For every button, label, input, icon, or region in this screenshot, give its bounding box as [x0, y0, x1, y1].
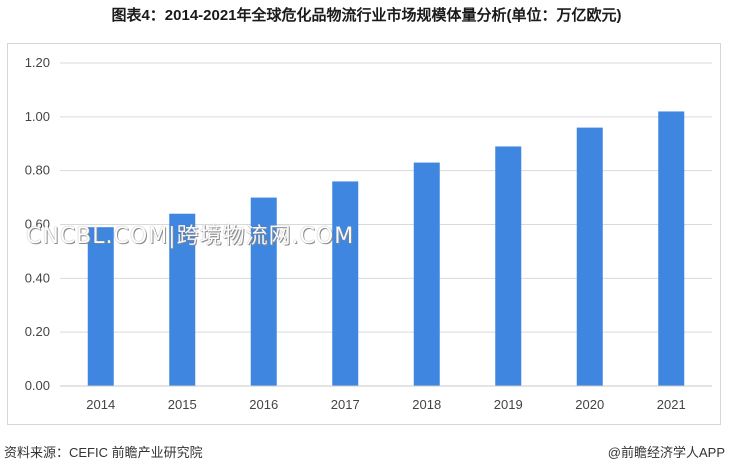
- x-tick-label: 2019: [494, 397, 523, 412]
- bar-2019: [495, 146, 522, 386]
- x-tick-label: 2020: [575, 397, 604, 412]
- y-tick-label: 0.80: [25, 163, 50, 178]
- bar-2014: [87, 227, 114, 386]
- x-tick-label: 2015: [168, 397, 197, 412]
- x-tick-label: 2017: [331, 397, 360, 412]
- bar-2017: [332, 181, 359, 386]
- bar-2018: [413, 162, 440, 386]
- x-tick-label: 2021: [657, 397, 686, 412]
- bar-2016: [250, 197, 277, 386]
- y-tick-label: 1.00: [25, 109, 50, 124]
- y-tick-label: 0.60: [25, 217, 50, 232]
- bar-2015: [169, 213, 196, 386]
- x-tick-label: 2016: [249, 397, 278, 412]
- y-tick-label: 0.00: [25, 378, 50, 393]
- bar-chart: 0.00 0.20 0.40 0.60 0.80 1.00 1.20 2014 2015 2016…: [25, 55, 712, 412]
- chart-frame: 0.00 0.20 0.40 0.60 0.80 1.00 1.20 2014 2015 2016…: [7, 43, 721, 425]
- y-tick-label: 0.40: [25, 270, 50, 285]
- bar-2020: [576, 127, 603, 386]
- bar-2021: [658, 111, 685, 386]
- y-tick-label: 1.20: [25, 55, 50, 70]
- source-note: 资料来源：CEFIC 前瞻产业研究院: [4, 445, 203, 460]
- y-tick-label: 0.20: [25, 324, 50, 339]
- x-tick-label: 2018: [412, 397, 441, 412]
- brand-label: @前瞻经济学人APP: [607, 445, 725, 460]
- chart-title: 图表4：2014-2021年全球危化品物流行业市场规模体量分析(单位：万亿欧元): [111, 7, 622, 24]
- x-tick-label: 2014: [86, 397, 115, 412]
